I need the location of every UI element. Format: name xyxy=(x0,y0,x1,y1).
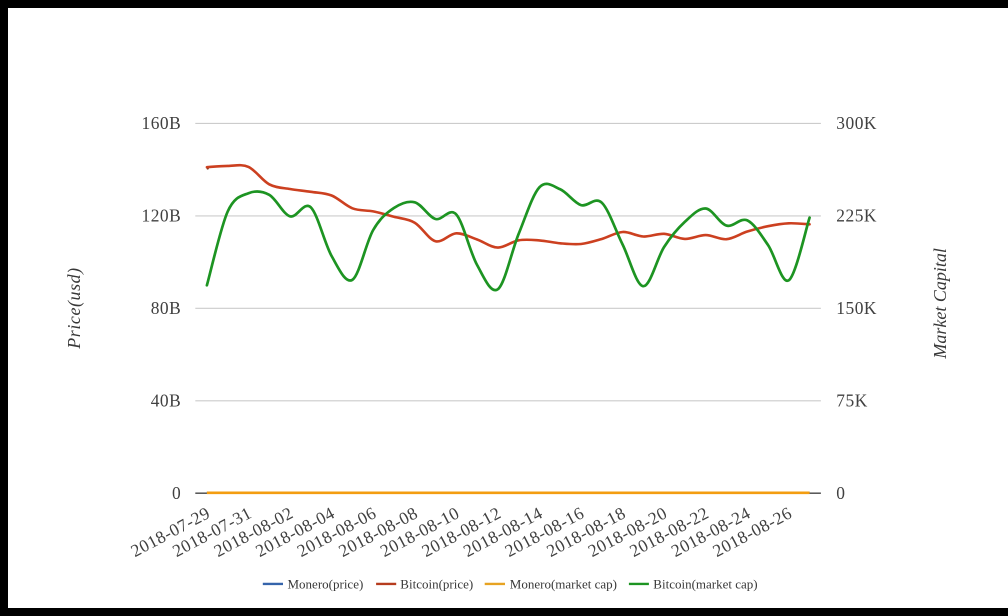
svg-text:Monero(market cap): Monero(market cap) xyxy=(510,576,617,591)
svg-text:Monero(price): Monero(price) xyxy=(288,576,364,591)
svg-text:40B: 40B xyxy=(151,390,182,410)
svg-text:300K: 300K xyxy=(836,113,877,133)
svg-text:0: 0 xyxy=(172,483,181,503)
svg-text:160B: 160B xyxy=(142,113,182,133)
svg-text:80B: 80B xyxy=(151,298,182,318)
svg-text:225K: 225K xyxy=(836,206,877,226)
svg-text:Bitcoin(market cap): Bitcoin(market cap) xyxy=(653,576,757,591)
svg-text:Price(usd): Price(usd) xyxy=(64,267,85,349)
svg-text:Market Capital: Market Capital xyxy=(930,248,950,360)
svg-text:120B: 120B xyxy=(142,206,182,226)
svg-text:Bitcoin(price): Bitcoin(price) xyxy=(400,576,473,591)
svg-text:150K: 150K xyxy=(836,298,877,318)
svg-text:75K: 75K xyxy=(836,390,867,410)
svg-text:0: 0 xyxy=(836,483,845,503)
